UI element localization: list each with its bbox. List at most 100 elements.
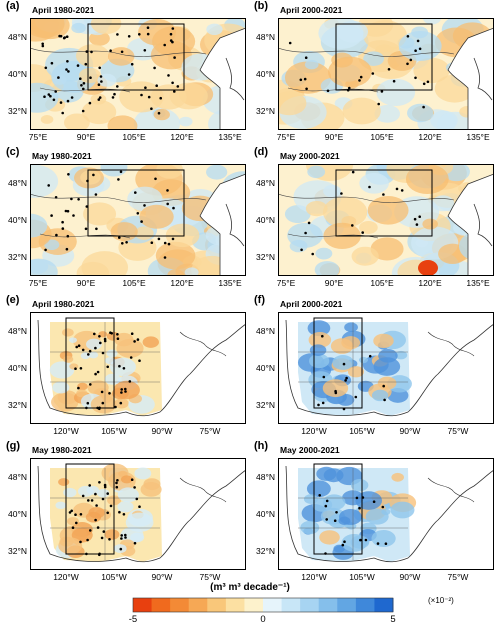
- lat-tick-label: 48°N: [8, 326, 27, 336]
- lon-tick-label: 90°E: [76, 278, 96, 288]
- lat-tick-label: 40°N: [8, 509, 27, 519]
- panel-letter: (c): [6, 146, 20, 158]
- colorbar-segment: [318, 598, 338, 612]
- map-panel: [30, 458, 246, 570]
- colorbar-tick-max: 5: [390, 614, 396, 625]
- panel-letter: (d): [254, 146, 269, 158]
- colorbar-segment: [355, 598, 375, 612]
- map-panel: [30, 164, 246, 276]
- map-panel: [30, 312, 246, 424]
- lon-tick-label: 75°W: [199, 572, 221, 582]
- lat-tick-label: 32°N: [256, 546, 275, 556]
- lon-tick-label: 90°W: [151, 426, 173, 436]
- colorbar-scale-label: (×10⁻²): [428, 596, 454, 605]
- lat-tick-label: 40°N: [256, 509, 275, 519]
- lat-tick-label: 48°N: [256, 326, 275, 336]
- lon-tick-label: 105°W: [101, 572, 127, 582]
- lat-tick-label: 32°N: [8, 546, 27, 556]
- colorbar-units-label: (m³ m³ decade⁻¹): [210, 582, 290, 593]
- colorbar-segment: [374, 598, 394, 612]
- colorbar-segment: [281, 598, 301, 612]
- lon-tick-label: 75°E: [276, 132, 296, 142]
- lat-tick-label: 32°N: [8, 400, 27, 410]
- lon-tick-label: 75°E: [28, 278, 48, 288]
- colorbar-segment: [225, 598, 245, 612]
- lon-tick-label: 75°E: [276, 278, 296, 288]
- lon-tick-label: 120°E: [170, 132, 194, 142]
- colorbar-tick-min: -5: [128, 614, 138, 625]
- lat-tick-label: 48°N: [8, 32, 27, 42]
- lat-tick-label: 32°N: [256, 106, 275, 116]
- lon-tick-label: 120°W: [301, 426, 327, 436]
- colorbar-segment: [188, 598, 208, 612]
- panel-title: April 2000-2021: [280, 5, 343, 15]
- panel-letter: (a): [6, 0, 20, 12]
- lon-tick-label: 135°E: [466, 132, 490, 142]
- panel-title: April 1980-2021: [32, 5, 95, 15]
- lon-tick-label: 75°E: [28, 132, 48, 142]
- colorbar-segment: [244, 598, 264, 612]
- lon-tick-label: 105°W: [349, 426, 375, 436]
- lon-tick-label: 120°W: [53, 426, 79, 436]
- panel-title: April 2000-2021: [280, 299, 343, 309]
- lat-tick-label: 32°N: [8, 106, 27, 116]
- lon-tick-label: 135°E: [218, 278, 242, 288]
- colorbar-segment: [151, 598, 171, 612]
- colorbar-segment: [207, 598, 227, 612]
- lon-tick-label: 105°W: [349, 572, 375, 582]
- colorbar-segment: [337, 598, 357, 612]
- lat-tick-label: 48°N: [256, 472, 275, 482]
- lon-tick-label: 105°E: [370, 278, 394, 288]
- lon-tick-label: 120°W: [53, 572, 79, 582]
- lon-tick-label: 90°W: [399, 572, 421, 582]
- panel-title: April 1980-2021: [32, 299, 95, 309]
- lon-tick-label: 120°W: [301, 572, 327, 582]
- lat-tick-label: 40°N: [8, 215, 27, 225]
- lon-tick-label: 75°W: [447, 426, 469, 436]
- panel-letter: (g): [6, 440, 21, 452]
- colorbar-segment: [133, 598, 153, 612]
- lat-tick-label: 48°N: [256, 178, 275, 188]
- panel-title: May 1980-2021: [32, 445, 92, 455]
- panel-title: May 1980-2021: [32, 151, 92, 161]
- map-panel: [278, 312, 494, 424]
- map-panel: [278, 458, 494, 570]
- map-panel: [278, 18, 494, 130]
- lon-tick-label: 90°E: [324, 278, 344, 288]
- lat-tick-label: 32°N: [256, 252, 275, 262]
- lat-tick-label: 40°N: [256, 363, 275, 373]
- panel-letter: (e): [6, 294, 20, 306]
- lon-tick-label: 90°W: [399, 426, 421, 436]
- lon-tick-label: 105°E: [122, 278, 146, 288]
- lat-tick-label: 40°N: [256, 215, 275, 225]
- lon-tick-label: 135°E: [466, 278, 490, 288]
- lon-tick-label: 120°E: [418, 278, 442, 288]
- lat-tick-label: 48°N: [8, 178, 27, 188]
- lat-tick-label: 48°N: [256, 32, 275, 42]
- lon-tick-label: 75°W: [199, 426, 221, 436]
- colorbar-segment: [300, 598, 320, 612]
- lon-tick-label: 90°W: [151, 572, 173, 582]
- lat-tick-label: 32°N: [256, 400, 275, 410]
- lon-tick-label: 120°E: [170, 278, 194, 288]
- panel-title: May 2000-2021: [280, 445, 340, 455]
- colorbar-segment: [170, 598, 190, 612]
- panel-letter: (b): [254, 0, 269, 12]
- lat-tick-label: 40°N: [8, 363, 27, 373]
- lon-tick-label: 105°W: [101, 426, 127, 436]
- map-panel: [30, 18, 246, 130]
- lon-tick-label: 120°E: [418, 132, 442, 142]
- colorbar-segment: [263, 598, 283, 612]
- lon-tick-label: 105°E: [370, 132, 394, 142]
- lat-tick-label: 48°N: [8, 472, 27, 482]
- lon-tick-label: 135°E: [218, 132, 242, 142]
- colorbar-tick-zero: 0: [260, 614, 266, 625]
- panel-title: May 2000-2021: [280, 151, 340, 161]
- lon-tick-label: 105°E: [122, 132, 146, 142]
- lon-tick-label: 75°W: [447, 572, 469, 582]
- panel-letter: (h): [254, 440, 269, 452]
- map-panel: [278, 164, 494, 276]
- lat-tick-label: 32°N: [8, 252, 27, 262]
- lon-tick-label: 90°E: [76, 132, 96, 142]
- lat-tick-label: 40°N: [256, 69, 275, 79]
